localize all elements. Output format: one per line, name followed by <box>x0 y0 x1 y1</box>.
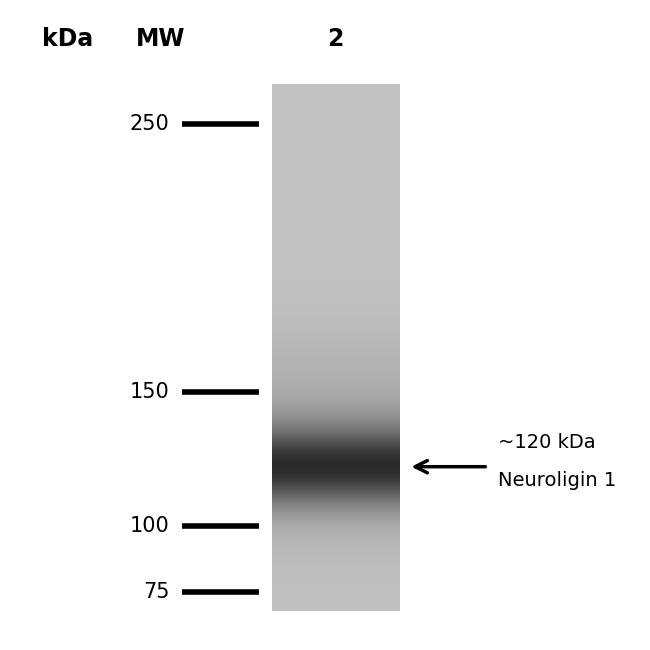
Text: kDa: kDa <box>42 27 94 51</box>
Text: 150: 150 <box>130 382 170 402</box>
Text: 75: 75 <box>143 582 170 603</box>
Text: 250: 250 <box>130 114 170 135</box>
Text: ~120 kDa: ~120 kDa <box>498 433 595 452</box>
Text: MW: MW <box>135 27 185 51</box>
Text: Neuroligin 1: Neuroligin 1 <box>498 471 616 489</box>
Text: 2: 2 <box>327 27 343 51</box>
Text: 100: 100 <box>130 515 170 536</box>
